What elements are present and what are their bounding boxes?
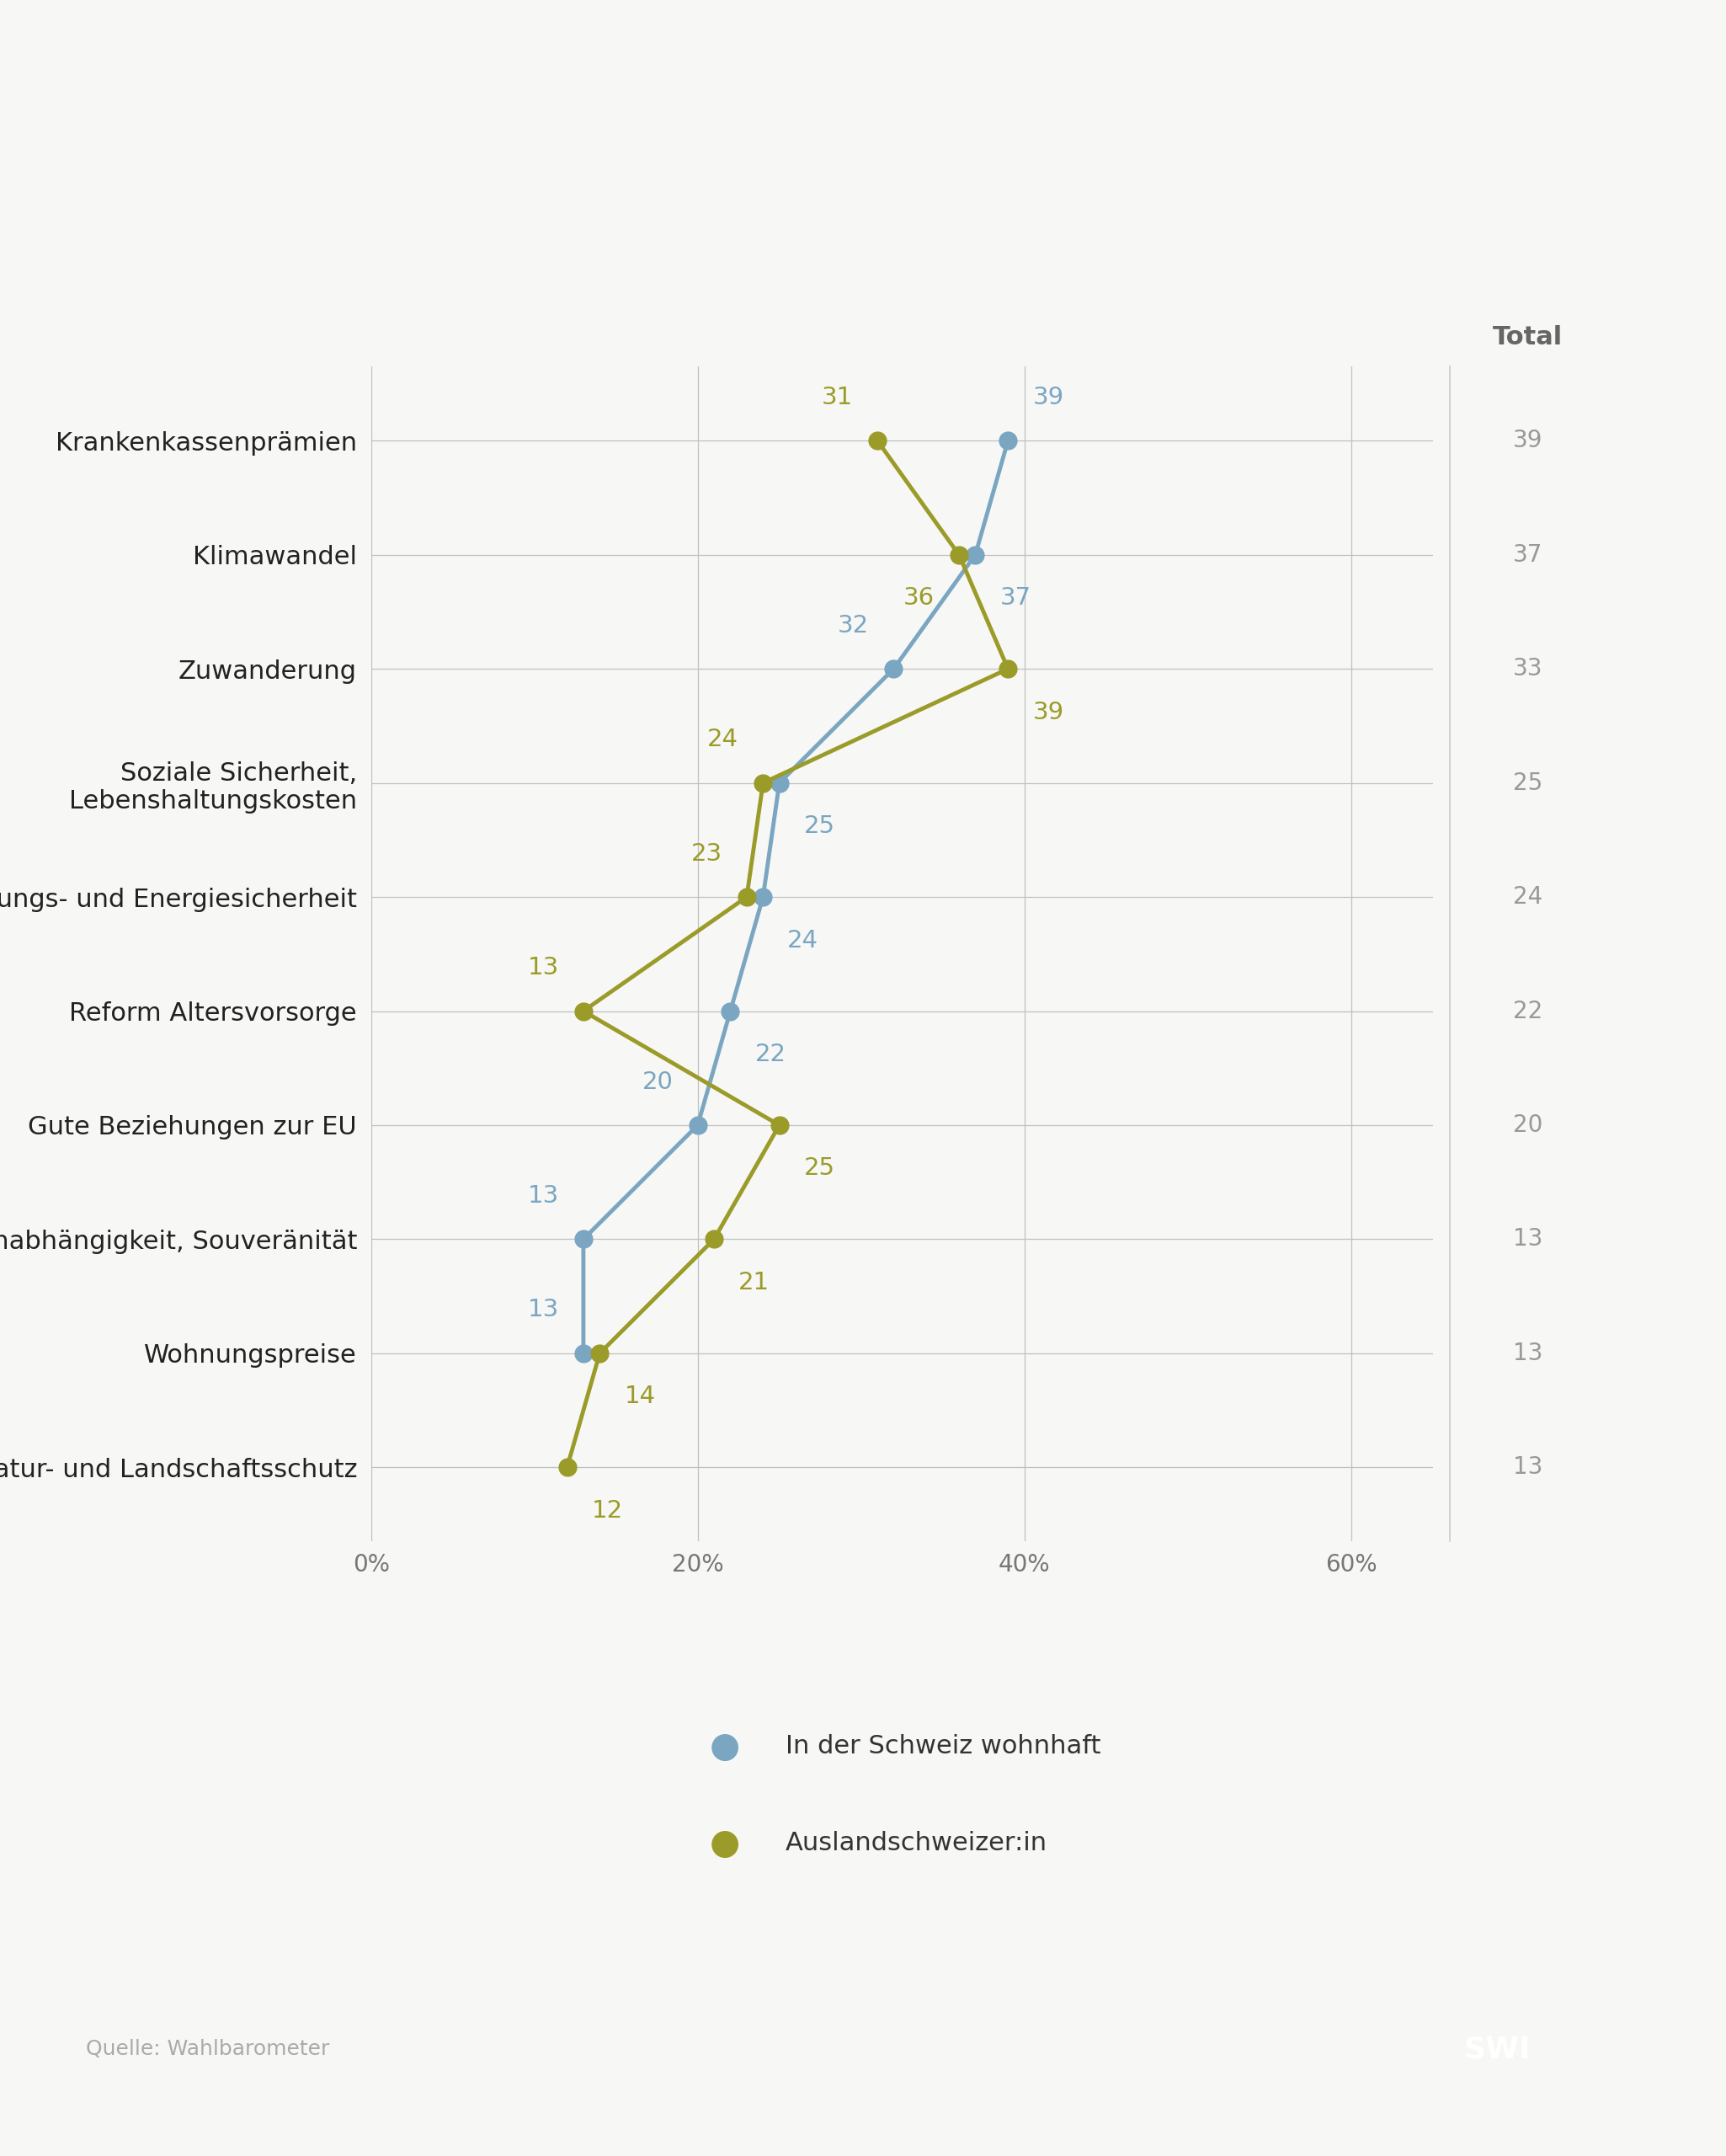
Text: 20: 20: [642, 1069, 673, 1093]
Text: 13: 13: [1512, 1341, 1543, 1365]
Text: 37: 37: [1512, 543, 1543, 567]
Text: 23: 23: [690, 841, 721, 865]
Text: 20: 20: [1512, 1112, 1543, 1136]
Text: 31: 31: [822, 386, 853, 410]
Text: SWI: SWI: [1464, 2035, 1531, 2063]
Text: 33: 33: [1512, 658, 1543, 681]
Text: 22: 22: [754, 1044, 785, 1067]
Text: 36: 36: [903, 586, 934, 610]
Text: 37: 37: [999, 586, 1030, 610]
Text: Auslandschweizer:in: Auslandschweizer:in: [785, 1830, 1048, 1856]
Text: 13: 13: [528, 955, 559, 979]
Text: 13: 13: [528, 1298, 559, 1322]
Text: Quelle: Wahlbarometer: Quelle: Wahlbarometer: [86, 2040, 330, 2059]
Text: 24: 24: [1512, 886, 1543, 910]
Text: 13: 13: [528, 1184, 559, 1207]
Text: 14: 14: [625, 1384, 656, 1408]
Text: 13: 13: [1512, 1455, 1543, 1479]
Text: ●: ●: [709, 1729, 740, 1764]
Text: 25: 25: [804, 815, 835, 839]
Text: In der Schweiz wohnhaft: In der Schweiz wohnhaft: [785, 1733, 1101, 1759]
Text: 39: 39: [1032, 386, 1063, 410]
Text: 22: 22: [1512, 998, 1543, 1022]
Text: 21: 21: [739, 1270, 770, 1294]
Text: 39: 39: [1512, 429, 1543, 453]
Text: 25: 25: [1512, 772, 1543, 796]
Text: 32: 32: [837, 614, 870, 638]
Text: 12: 12: [592, 1498, 623, 1522]
Text: 24: 24: [708, 729, 739, 750]
Text: 25: 25: [804, 1158, 835, 1179]
Text: 24: 24: [787, 929, 818, 953]
Text: 39: 39: [1032, 701, 1063, 724]
Text: Total: Total: [1493, 326, 1562, 349]
Text: 13: 13: [1512, 1227, 1543, 1250]
Text: ●: ●: [709, 1826, 740, 1861]
